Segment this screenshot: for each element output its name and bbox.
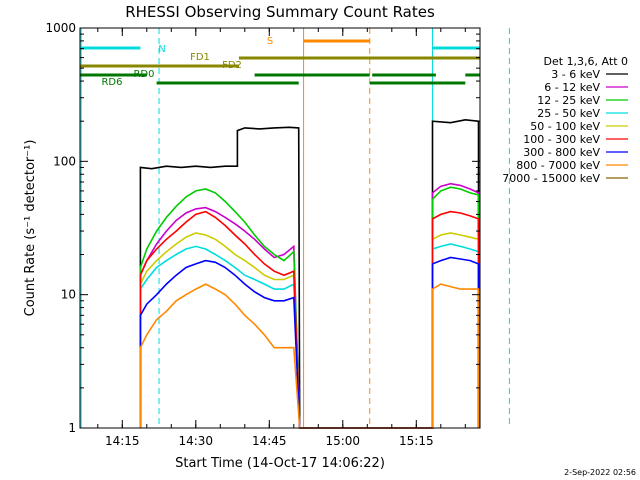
state-label-rd0: RD0 xyxy=(133,69,154,80)
state-label-s: S xyxy=(267,36,273,47)
x-axis: 14:15 14:30 14:45 15:00 15:15 xyxy=(97,28,466,448)
legend-label-7: 800 - 7000 keV xyxy=(516,159,600,172)
y-tick-label-1: 10 xyxy=(61,288,76,302)
plot-frame xyxy=(79,27,481,429)
legend-title: Det 1,3,6, Att 0 xyxy=(544,55,628,68)
series-line-3 xyxy=(139,243,480,429)
legend-label-0: 3 - 6 keV xyxy=(551,68,600,81)
legend-label-6: 300 - 800 keV xyxy=(523,146,600,159)
series-line-2 xyxy=(139,186,480,429)
x-tick-label-3: 15:00 xyxy=(325,434,360,448)
footer-timestamp: 2-Sep-2022 02:56 xyxy=(564,468,636,477)
y-axis: 1 10 100 1000 xyxy=(45,21,480,435)
legend-label-5: 100 - 300 keV xyxy=(523,133,600,146)
series-line-6 xyxy=(139,256,480,429)
state-label-fd1: FD1 xyxy=(190,52,210,63)
state-label-rd6: RD6 xyxy=(101,77,122,88)
legend-label-1: 6 - 12 keV xyxy=(544,81,600,94)
y-axis-label: Count Rate (s⁻¹ detector⁻¹) xyxy=(23,140,38,317)
series-line-0 xyxy=(139,118,480,429)
legend-label-4: 50 - 100 keV xyxy=(530,120,600,133)
state-label-n: N xyxy=(158,44,165,55)
x-tick-label-1: 14:30 xyxy=(178,434,213,448)
legend-label-2: 12 - 25 keV xyxy=(537,94,600,107)
plot-region: N S FD1 FD2 RD0 RD6 xyxy=(80,28,510,429)
x-tick-label-0: 14:15 xyxy=(105,434,140,448)
y-tick-label-3: 1000 xyxy=(45,21,76,35)
series-line-1 xyxy=(139,182,480,429)
series-line-4 xyxy=(139,232,480,429)
y-tick-label-0: 1 xyxy=(68,421,76,435)
x-tick-label-2: 14:45 xyxy=(252,434,287,448)
x-tick-label-4: 15:15 xyxy=(399,434,434,448)
legend-label-3: 25 - 50 keV xyxy=(537,107,600,120)
y-tick-label-2: 100 xyxy=(53,154,76,168)
series-line-7 xyxy=(139,283,480,429)
series-line-5 xyxy=(139,210,480,429)
state-label-fd2: FD2 xyxy=(222,60,242,71)
legend-label-8: 7000 - 15000 keV xyxy=(502,172,600,185)
chart-title: RHESSI Observing Summary Count Rates xyxy=(125,3,435,21)
x-axis-label: Start Time (14-Oct-17 14:06:22) xyxy=(175,456,385,471)
